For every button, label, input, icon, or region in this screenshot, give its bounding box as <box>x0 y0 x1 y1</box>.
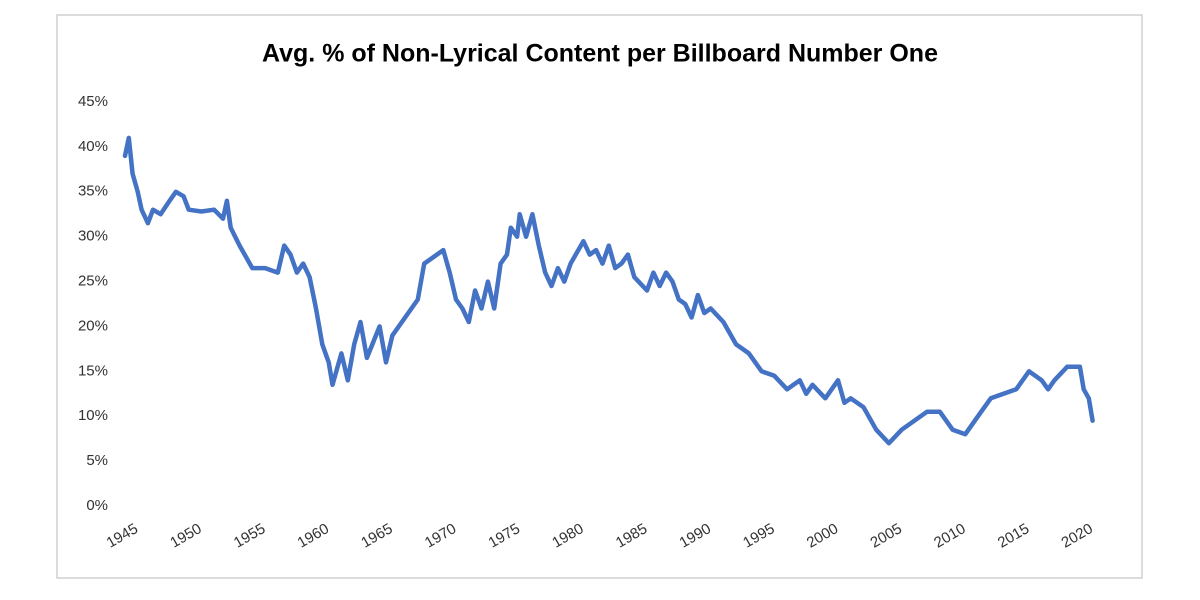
chart-frame <box>56 14 1143 579</box>
y-tick-label: 0% <box>86 497 108 514</box>
y-tick-label: 15% <box>78 362 108 379</box>
y-tick-label: 40% <box>78 138 108 155</box>
y-tick-label: 10% <box>78 407 108 424</box>
y-tick-label: 35% <box>78 183 108 200</box>
y-tick-label: 25% <box>78 273 108 290</box>
y-tick-label: 45% <box>78 93 108 110</box>
y-tick-label: 20% <box>78 317 108 334</box>
y-tick-label: 5% <box>86 452 108 469</box>
chart-title: Avg. % of Non-Lyrical Content per Billbo… <box>262 40 938 68</box>
data-line <box>122 135 1095 446</box>
y-tick-label: 30% <box>78 228 108 245</box>
